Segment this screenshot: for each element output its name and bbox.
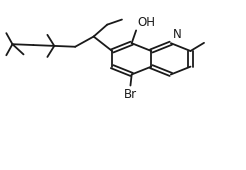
Text: OH: OH	[137, 16, 155, 29]
Text: N: N	[173, 29, 182, 41]
Text: Br: Br	[123, 88, 137, 100]
